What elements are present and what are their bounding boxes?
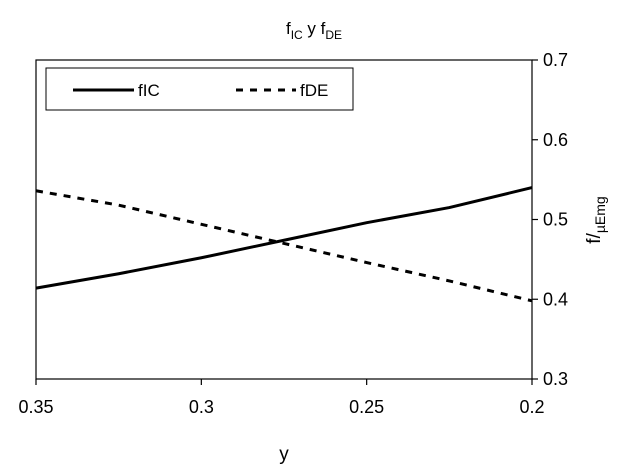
y-axis-title: f/µEmg bbox=[584, 196, 608, 243]
y-axis-ticks: 0.3 0.4 0.5 0.6 0.7 bbox=[532, 50, 568, 389]
y-tick-label: 0.4 bbox=[543, 289, 568, 309]
y-tick-label: 0.7 bbox=[543, 50, 568, 70]
chart-title: fIC y fDE bbox=[286, 19, 342, 42]
chart-title-mid: y f bbox=[303, 19, 326, 38]
chart-title-sub2: DE bbox=[325, 28, 342, 42]
x-tick-label: 0.3 bbox=[189, 397, 214, 417]
x-axis-title: y bbox=[279, 444, 289, 465]
legend-label-fde: fDE bbox=[300, 81, 328, 100]
y-tick-label: 0.5 bbox=[543, 210, 568, 230]
series-layer bbox=[35, 186, 533, 303]
chart-title-main: f bbox=[286, 19, 291, 38]
legend-label-fic: fIC bbox=[138, 81, 160, 100]
y-axis-title-sub: µEmg bbox=[592, 196, 608, 233]
x-tick-label: 0.25 bbox=[349, 397, 384, 417]
legend: fIC fDE bbox=[45, 67, 354, 111]
y-tick-label: 0.3 bbox=[543, 369, 568, 389]
y-tick-label: 0.6 bbox=[543, 130, 568, 150]
chart-title-sub1: IC bbox=[291, 28, 303, 42]
x-tick-label: 0.2 bbox=[519, 397, 544, 417]
y-axis-title-main: f/ bbox=[584, 232, 605, 243]
x-axis-ticks: 0.35 0.3 0.25 0.2 bbox=[18, 379, 545, 417]
plot-area bbox=[35, 59, 533, 380]
x-tick-label: 0.35 bbox=[18, 397, 53, 417]
